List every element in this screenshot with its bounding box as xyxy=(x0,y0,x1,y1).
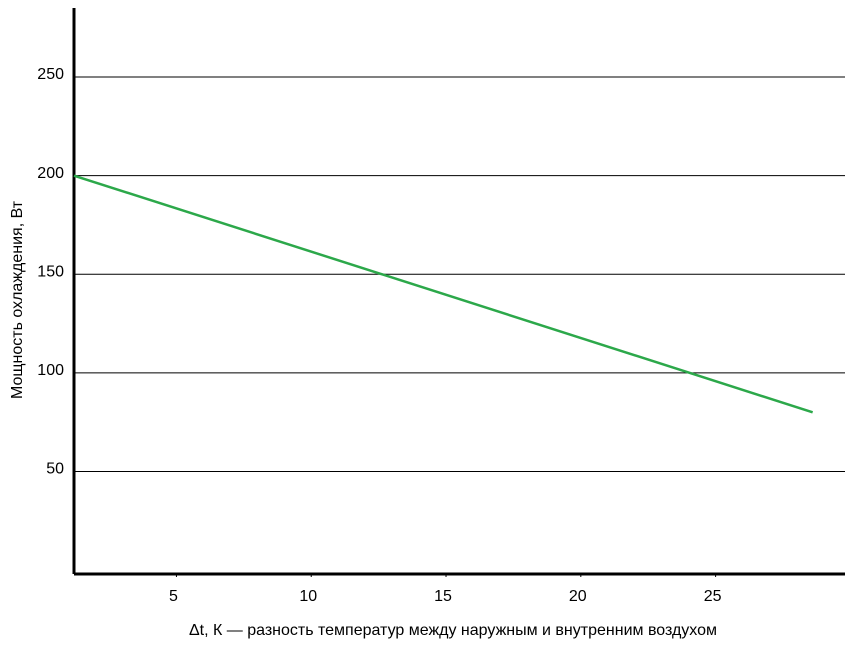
y-tick-label: 50 xyxy=(46,461,64,478)
y-tick-label: 100 xyxy=(37,362,64,379)
y-axis-label: Мощность охлаждения, Вт xyxy=(9,200,26,399)
x-tick-label: 5 xyxy=(169,588,178,605)
x-tick-label: 25 xyxy=(704,588,722,605)
x-tick-label: 20 xyxy=(569,588,587,605)
x-tick-label: 10 xyxy=(299,588,317,605)
x-axis-label: Δt, К — разность температур между наружн… xyxy=(189,622,717,639)
y-tick-label: 200 xyxy=(37,165,64,182)
data-line xyxy=(73,174,814,414)
y-tick-label: 150 xyxy=(37,263,64,280)
x-tick-label: 15 xyxy=(434,588,452,605)
y-tick-label: 250 xyxy=(37,66,64,83)
